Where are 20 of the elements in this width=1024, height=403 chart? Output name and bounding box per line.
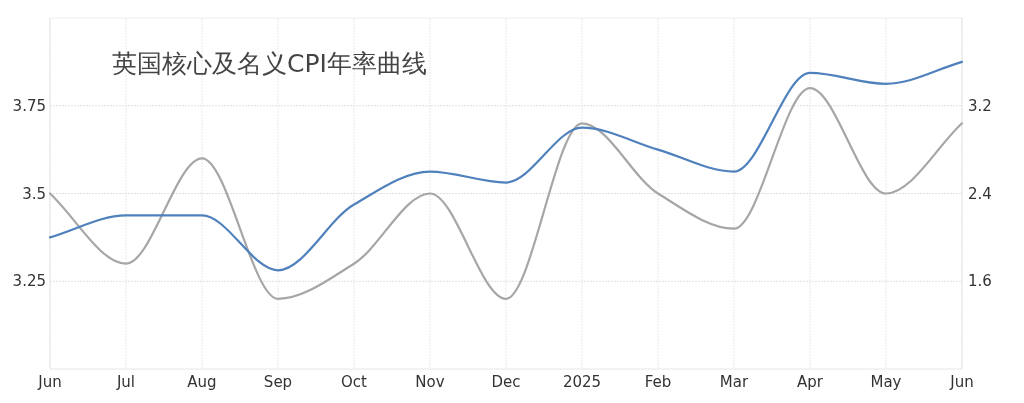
x-tick-label: Apr: [797, 373, 824, 391]
y2-tick-label: 1.6: [968, 272, 992, 291]
x-tick-label: Oct: [341, 373, 368, 391]
y-tick-label: 3.25: [12, 272, 46, 291]
y2-tick-label: 3.2: [968, 96, 992, 115]
x-tick-label: Jun: [37, 373, 62, 391]
y-tick-label: 3.5: [22, 184, 46, 203]
x-tick-label: Feb: [644, 373, 672, 391]
x-tick-label: Jul: [115, 373, 136, 391]
y2-tick-label: 2.4: [968, 184, 992, 203]
title: 英国核心及名义CPI年率曲线: [112, 49, 427, 78]
x-tick-label: Mar: [719, 373, 749, 391]
y-tick-label: 3.75: [12, 96, 46, 115]
x-tick-label: Nov: [415, 373, 445, 391]
x-tick-label: Aug: [187, 373, 217, 391]
x-tick-label: Jun: [949, 373, 974, 391]
x-tick-label: Sep: [263, 373, 293, 391]
x-tick-label: 2025: [562, 373, 602, 391]
x-tick-label: Dec: [491, 373, 521, 391]
x-tick-label: May: [870, 373, 902, 391]
